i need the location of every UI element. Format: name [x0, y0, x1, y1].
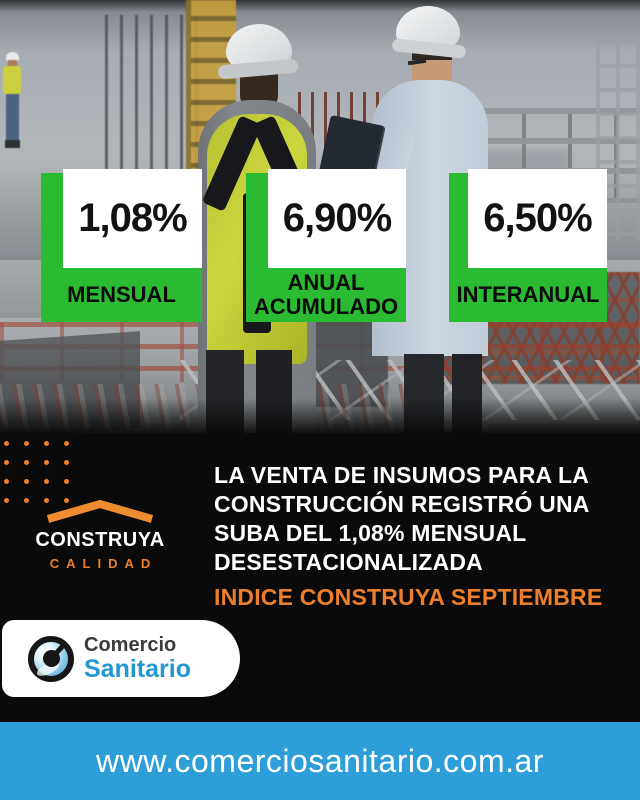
publisher-name-top: Comercio [84, 634, 177, 656]
pants [6, 94, 19, 142]
stat-value: 6,90% [282, 196, 392, 240]
publisher-name-bottom: Sanitario [84, 655, 191, 683]
top-vignette [0, 0, 640, 12]
stat-value-box: 1,08% [63, 169, 202, 268]
bottom-vignette [0, 398, 640, 433]
comercio-sanitario-mark-icon [28, 635, 74, 682]
stat-card-mensual: 1,08% MENSUAL [41, 169, 202, 322]
footer-bar: www.comerciosanitario.com.ar [0, 722, 640, 800]
headline-line-2: CONSTRUCCIÓN REGISTRÓ UNA [214, 491, 590, 517]
stat-label: INTERANUAL [456, 282, 600, 308]
construya-logo: CONSTRUYA CALIDAD [8, 499, 192, 571]
stat-value: 1,08% [78, 196, 187, 240]
stat-card-anual-acumulado: 6,90% ANUAL ACUMULADO [246, 169, 406, 322]
stat-card-interanual: 6,50% INTERANUAL [449, 169, 607, 322]
headline-line-4: DESESTACIONALIZADA [214, 549, 483, 575]
stat-value-box: 6,50% [468, 169, 607, 268]
helmet [6, 52, 19, 61]
info-panel: CONSTRUYA CALIDAD LA VENTA DE INSUMOS PA… [0, 433, 640, 722]
stat-value: 6,50% [483, 196, 592, 240]
stat-label: ANUAL ACUMULADO [253, 270, 399, 319]
publisher-name: Comercio Sanitario [84, 635, 191, 682]
distant-worker [0, 52, 28, 172]
dots-pattern [4, 441, 84, 517]
headline-line-1: LA VENTA DE INSUMOS PARA LA [214, 462, 590, 488]
head [8, 60, 17, 67]
comercio-sanitario-logo: Comercio Sanitario [2, 620, 240, 697]
stat-value-box: 6,90% [268, 169, 406, 268]
subheadline: INDICE CONSTRUYA SEPTIEMBRE [214, 584, 603, 610]
headline-line-3: SUBA DEL 1,08% MENSUAL [214, 520, 527, 546]
construya-roof-icon [46, 499, 154, 523]
headline: LA VENTA DE INSUMOS PARA LA CONSTRUCCIÓN… [214, 461, 624, 577]
stat-label: MENSUAL [67, 282, 176, 308]
construya-name: CONSTRUYA [35, 529, 165, 551]
hi-vis-vest [3, 66, 21, 94]
boots [5, 140, 20, 148]
construya-tagline: CALIDAD [49, 556, 158, 571]
website-url: www.comerciosanitario.com.ar [96, 742, 544, 779]
